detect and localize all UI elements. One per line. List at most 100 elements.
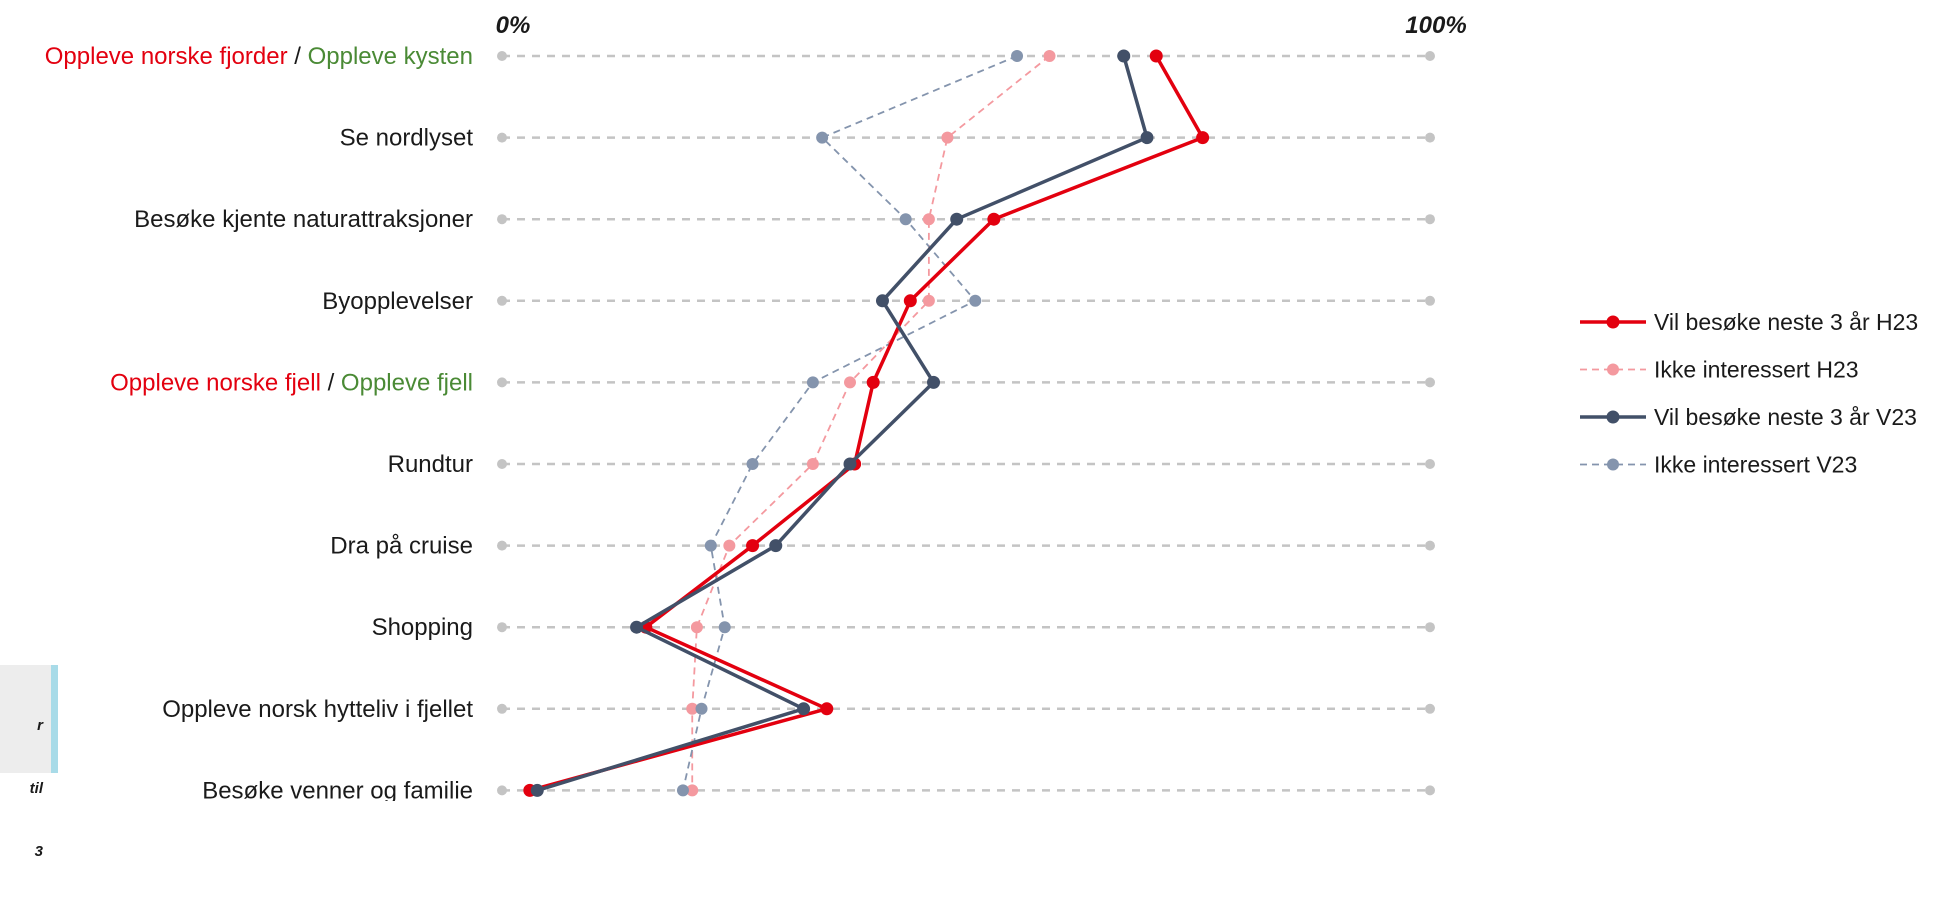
category-label-part: Oppleve norsk hytteliv i fjellet: [162, 696, 473, 723]
data-point: [969, 294, 982, 307]
series-lines: [523, 49, 1210, 797]
gridline-start-dot: [497, 622, 507, 633]
data-point: [820, 702, 834, 716]
axis-max-label: 100%: [1405, 12, 1466, 39]
data-point: [843, 457, 857, 471]
side-note-panel: r til 3: [0, 665, 58, 860]
category-labels: Oppleve norske fjorder / Oppleve kysten S…: [45, 43, 474, 801]
data-point: [927, 375, 941, 389]
category-label-part: Byopplevelser: [322, 288, 473, 315]
legend-swatch-dot: [1607, 363, 1619, 376]
category-label-part: /: [321, 369, 341, 396]
gridline-end-dot: [1425, 622, 1435, 633]
gridline-end-dot: [1425, 132, 1435, 143]
category-label: Byopplevelser: [322, 288, 473, 315]
data-point: [1149, 49, 1163, 63]
category-label-part: Oppleve norske fjell: [110, 369, 321, 396]
legend-label: Vil besøke neste 3 år H23: [1654, 309, 1918, 335]
category-label: Oppleve norske fjell / Oppleve fjell: [110, 369, 473, 396]
gridline-start-dot: [497, 785, 507, 796]
category-label: Shopping: [372, 614, 473, 641]
series-line: [536, 55, 1149, 793]
data-point: [816, 131, 829, 144]
data-point: [718, 621, 731, 634]
data-point: [903, 294, 917, 308]
category-label-part: Besøke kjente naturattraksjoner: [134, 206, 473, 233]
data-point: [1117, 49, 1131, 63]
category-label-part: Oppleve norske fjorder: [45, 43, 288, 70]
category-label-part: Besøke venner og familie: [202, 777, 473, 801]
data-point: [806, 376, 819, 389]
gridline-end-dot: [1425, 540, 1435, 551]
legend-swatch-dot: [1606, 410, 1620, 424]
data-point: [866, 375, 880, 389]
gridline-start-dot: [497, 295, 507, 306]
series-line: [529, 55, 1205, 793]
gridline-end-dot: [1425, 377, 1435, 388]
gridline-end-dot: [1425, 785, 1435, 796]
series-3: [676, 50, 1024, 797]
data-point: [746, 458, 759, 470]
legend-label: Ikke interessert H23: [1654, 357, 1859, 383]
legend-swatch-dot: [1607, 458, 1619, 471]
gridline-start-dot: [497, 703, 507, 714]
category-label-part: Se nordlyset: [340, 125, 474, 152]
side-note-text: r til 3: [26, 673, 43, 904]
data-point: [806, 458, 819, 470]
data-point: [1196, 131, 1210, 145]
side-note-line: 3: [34, 843, 43, 860]
data-point: [690, 621, 703, 634]
category-label: Se nordlyset: [340, 125, 474, 152]
gridline-start-dot: [497, 214, 507, 225]
category-label: Besøke venner og familie: [202, 777, 473, 801]
data-point: [797, 702, 811, 716]
series-line: [691, 55, 1051, 791]
data-point: [704, 539, 717, 552]
category-label-part: Dra på cruise: [330, 533, 473, 560]
data-point: [630, 620, 644, 634]
category-label-part: Rundtur: [388, 451, 473, 478]
gridline-end-dot: [1425, 51, 1435, 61]
data-point: [875, 294, 889, 308]
gridline-start-dot: [497, 132, 507, 143]
series-line: [682, 55, 1018, 791]
series-1: [686, 50, 1056, 797]
data-point: [686, 784, 699, 797]
gridline-start-dot: [497, 540, 507, 551]
data-point: [844, 376, 856, 389]
data-point: [987, 212, 1001, 226]
side-note-line: til: [29, 780, 43, 797]
data-point: [723, 539, 736, 552]
data-point: [769, 539, 783, 553]
category-label: Rundtur: [388, 451, 473, 478]
chart: 0% 100% Oppleve norske fjorder / Oppleve…: [45, 12, 1918, 801]
data-point: [686, 702, 699, 715]
data-point: [530, 783, 544, 797]
data-point: [695, 702, 708, 715]
category-label: Dra på cruise: [330, 533, 473, 560]
data-point: [922, 294, 935, 307]
category-label-part: Shopping: [372, 614, 473, 641]
axis-min-label: 0%: [496, 12, 531, 39]
legend-swatch-dot: [1606, 315, 1620, 329]
series-0: [523, 49, 1210, 797]
gridline-start-dot: [497, 459, 507, 469]
side-note-line: r: [37, 717, 43, 734]
gridline-end-dot: [1425, 459, 1435, 469]
legend-label: Vil besøke neste 3 år V23: [1654, 404, 1917, 430]
gridline-end-dot: [1425, 703, 1435, 714]
gridline-end-dot: [1425, 295, 1435, 306]
category-label: Besøke kjente naturattraksjoner: [134, 206, 473, 233]
data-point: [1140, 131, 1154, 145]
data-point: [899, 213, 912, 226]
category-label-part: /: [288, 43, 308, 70]
gridlines: [497, 51, 1435, 796]
gridline-start-dot: [497, 51, 507, 61]
series-2: [530, 49, 1154, 797]
category-label: Oppleve norske fjorder / Oppleve kysten: [45, 43, 473, 70]
gridline-end-dot: [1425, 214, 1435, 225]
data-point: [1011, 50, 1024, 62]
category-label-part: Oppleve fjell: [341, 369, 473, 396]
data-point: [941, 131, 954, 144]
data-point: [922, 213, 935, 226]
